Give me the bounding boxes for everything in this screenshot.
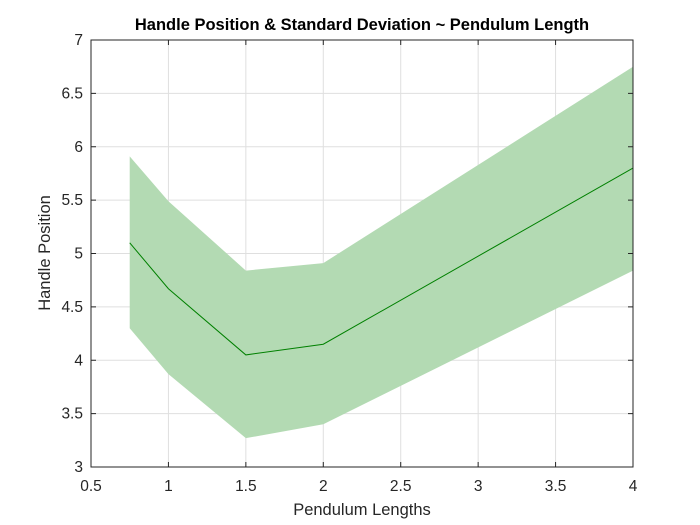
x-tick-label: 2.5 [390,478,412,495]
x-tick-label: 1.5 [235,478,257,495]
x-tick-label: 3 [474,478,483,495]
axes [90,39,634,468]
y-tick-label: 4.5 [61,299,83,316]
y-tick-labels: 3 3.5 4 4.5 5 5.5 6 6.5 7 [61,32,83,476]
y-tick-label: 3 [74,459,83,476]
y-tick-label: 6.5 [61,85,83,102]
y-axis-label: Handle Position [36,195,54,311]
y-tick-label: 5 [74,246,83,263]
chart-title: Handle Position & Standard Deviation ~ P… [135,16,589,34]
y-tick-label: 7 [74,32,83,49]
plot-area-border [90,39,634,468]
x-axis-label: Pendulum Lengths [293,501,431,519]
x-tick-labels: 0.5 1 1.5 2 2.5 3 3.5 4 [80,478,637,495]
x-tick-label: 2 [319,478,328,495]
x-tick-label: 3.5 [545,478,567,495]
mean-line-layer [129,167,634,356]
x-tick-label: 4 [629,478,638,495]
mean-line [129,167,634,356]
std-deviation-band-layer [129,66,633,439]
y-tick-label: 6 [74,139,83,156]
std-deviation-band [129,66,633,439]
x-tick-label: 0.5 [80,478,102,495]
y-tick-label: 5.5 [61,192,83,209]
y-tick-label: 3.5 [61,406,83,423]
y-tick-label: 4 [74,352,83,369]
x-tick-label: 1 [164,478,173,495]
